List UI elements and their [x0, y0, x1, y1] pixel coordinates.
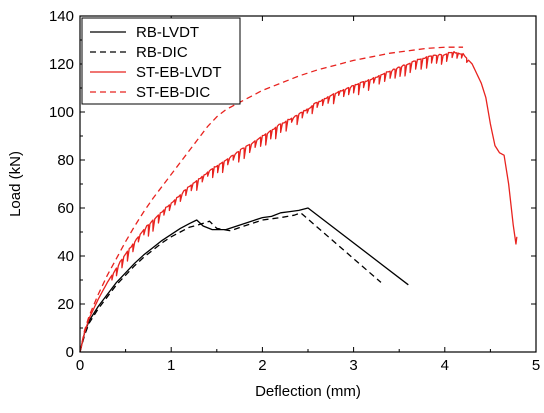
- legend-label: RB-LVDT: [136, 24, 199, 41]
- y-tick-label: 80: [57, 152, 74, 169]
- legend-label: ST-EB-DIC: [136, 84, 210, 101]
- series-line-1: [79, 207, 409, 353]
- series-line-3: [79, 51, 518, 353]
- plot-lines: [79, 46, 518, 353]
- series-line-4: [79, 46, 464, 353]
- legend-label: ST-EB-LVDT: [136, 64, 222, 81]
- x-axis-title: Deflection (mm): [255, 383, 361, 400]
- y-tick-label: 40: [57, 248, 74, 265]
- legend-label: RB-DIC: [136, 44, 188, 61]
- y-tick-label: 60: [57, 200, 74, 217]
- y-axis-title: Load (kN): [7, 151, 24, 217]
- x-tick-label: 4: [441, 357, 449, 374]
- x-tick-label: 0: [76, 357, 84, 374]
- x-tick-label: 3: [349, 357, 357, 374]
- y-tick-label: 140: [49, 8, 74, 25]
- x-tick-label: 1: [167, 357, 175, 374]
- y-tick-label: 0: [66, 344, 74, 361]
- axis-ticks: 0 1 2 3 4 5 0 20 40 60 80 100 120 140: [49, 8, 540, 374]
- y-tick-label: 100: [49, 104, 74, 121]
- y-tick-label: 120: [49, 56, 74, 73]
- series-line-2: [79, 212, 382, 353]
- legend: RB-LVDT RB-DIC ST-EB-LVDT ST-EB-DIC: [81, 17, 241, 105]
- x-tick-label: 5: [532, 357, 540, 374]
- y-tick-label: 20: [57, 296, 74, 313]
- x-tick-label: 2: [258, 357, 266, 374]
